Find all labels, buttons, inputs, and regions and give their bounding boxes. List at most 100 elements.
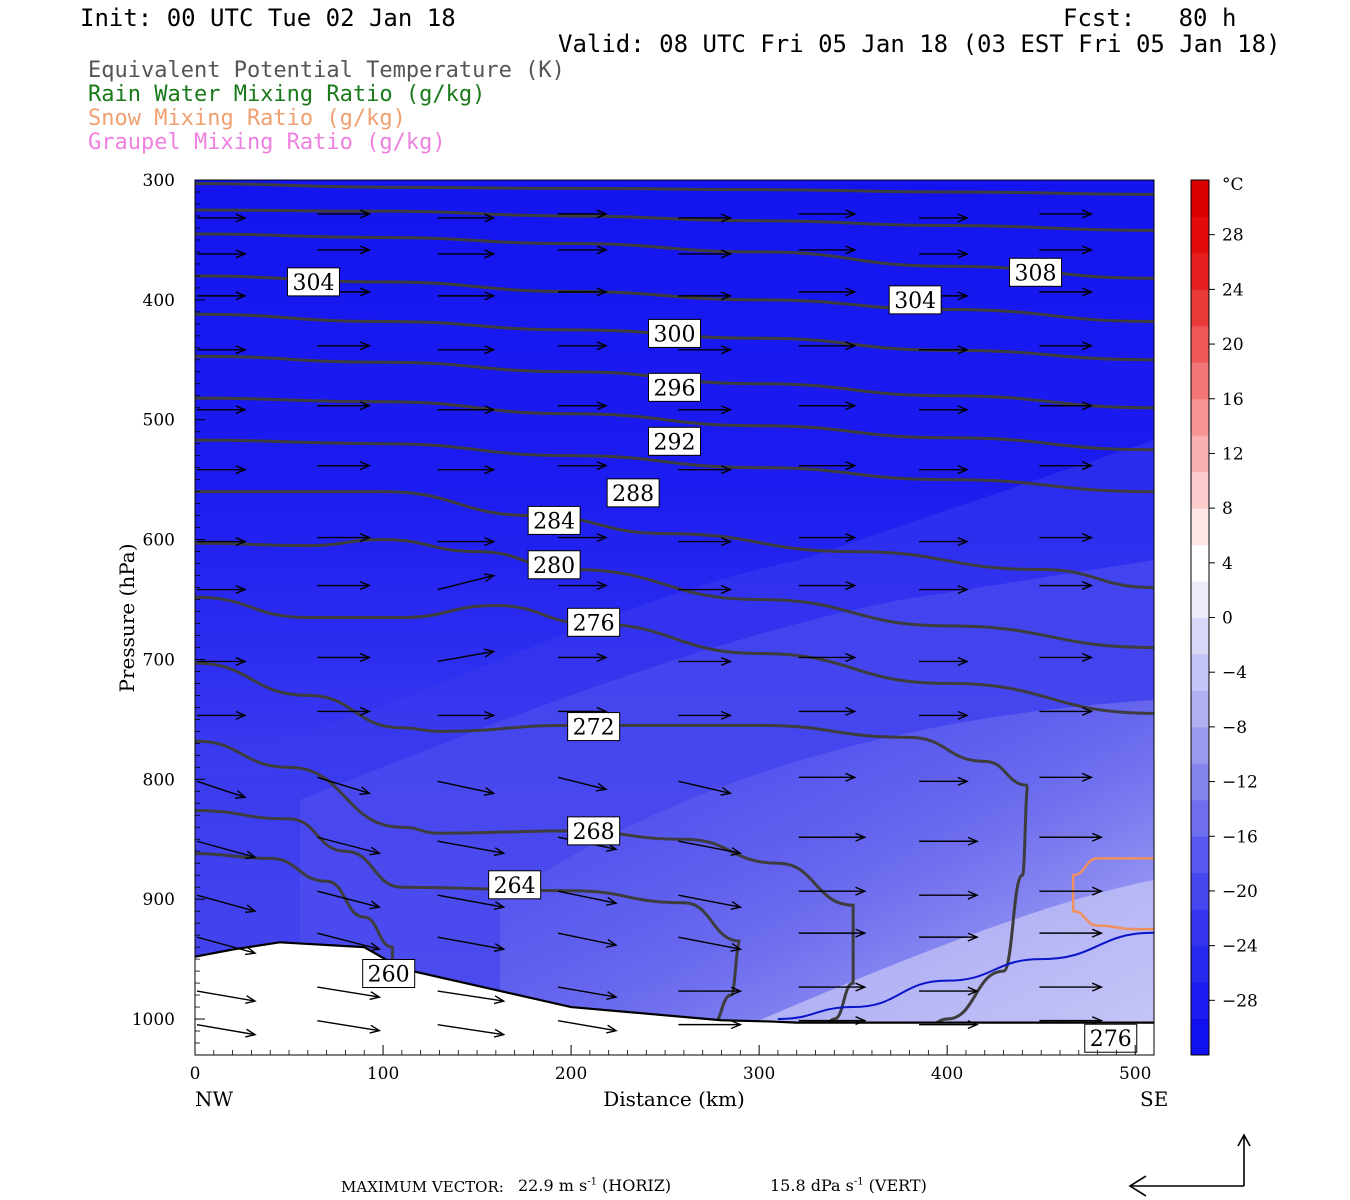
wind-vector-head bbox=[359, 287, 372, 297]
contour-label-box bbox=[567, 816, 621, 846]
wind-vector-head bbox=[359, 786, 372, 796]
x-tick-label: 100 bbox=[367, 1064, 399, 1084]
wind-vector bbox=[798, 772, 857, 782]
wind-vector-head bbox=[359, 533, 372, 543]
wind-vector-head bbox=[359, 401, 372, 411]
wind-vector-head bbox=[235, 710, 247, 720]
wind-vector-shaft bbox=[437, 936, 504, 950]
wind-vector bbox=[919, 656, 969, 666]
colorbar-tick-label: −20 bbox=[1222, 882, 1258, 902]
wind-vector bbox=[1039, 706, 1094, 716]
x-tick-label: 200 bbox=[555, 1064, 587, 1084]
wind-vector bbox=[678, 936, 743, 952]
x-tick-label: 400 bbox=[931, 1064, 963, 1084]
freezing-line bbox=[777, 931, 1154, 1021]
wind-vector-head bbox=[967, 890, 979, 900]
wind-vector-head bbox=[596, 287, 608, 297]
wind-vector-head bbox=[855, 982, 867, 992]
wind-vector-head bbox=[967, 1020, 979, 1030]
wind-vector-head bbox=[957, 291, 969, 301]
contour-label: 280 bbox=[533, 554, 575, 579]
wind-vector bbox=[678, 840, 743, 857]
wind-vector-head bbox=[484, 213, 496, 223]
wind-vector-head bbox=[596, 533, 608, 543]
wind-vector-head bbox=[967, 932, 979, 942]
wind-vector bbox=[437, 291, 496, 301]
wind-vector-head bbox=[720, 291, 733, 301]
wind-vector bbox=[798, 928, 867, 938]
valid-time: Valid: 08 UTC Fri 05 Jan 18 (03 EST Fri … bbox=[558, 30, 1281, 58]
wind-vector-head bbox=[359, 245, 372, 255]
wind-vector bbox=[317, 341, 372, 351]
theta-e-contour bbox=[195, 182, 1154, 196]
colorbar-segment bbox=[1191, 726, 1209, 764]
contour-label-box bbox=[606, 478, 660, 508]
wind-vector bbox=[317, 986, 382, 1001]
colorbar-segment bbox=[1191, 581, 1209, 618]
contour-label: 268 bbox=[573, 820, 615, 845]
x-tick-label: 0 bbox=[190, 1064, 201, 1084]
wind-vector-head bbox=[855, 832, 867, 842]
wind-vector-shaft bbox=[437, 1023, 504, 1036]
wind-vector bbox=[678, 780, 733, 796]
colorbar-tick-label: 16 bbox=[1222, 390, 1244, 410]
wind-vector bbox=[558, 461, 608, 471]
wind-vector bbox=[437, 840, 506, 857]
wind-vector-shaft bbox=[437, 990, 504, 1002]
wind-vector bbox=[197, 213, 247, 223]
colorbar-segment bbox=[1191, 544, 1209, 582]
wind-vector-shaft bbox=[317, 986, 380, 998]
wind-vector-head bbox=[720, 584, 733, 595]
wind-vector bbox=[557, 890, 618, 906]
wind-vector bbox=[798, 832, 867, 842]
wind-vector-shaft bbox=[557, 890, 617, 904]
wind-vector bbox=[919, 986, 979, 996]
wind-vector-head bbox=[720, 249, 733, 259]
wind-vector-head bbox=[845, 401, 857, 411]
wind-vector bbox=[919, 465, 969, 475]
wind-vector bbox=[1039, 580, 1094, 591]
wind-vector bbox=[197, 710, 247, 720]
wind-vector bbox=[437, 894, 506, 911]
wind-vector bbox=[558, 287, 608, 297]
wind-vector bbox=[1039, 245, 1094, 255]
wind-vector bbox=[197, 584, 247, 595]
wind-vector bbox=[437, 780, 496, 796]
wind-vector bbox=[437, 573, 496, 591]
wind-vector bbox=[437, 213, 496, 223]
wind-vector-head bbox=[845, 245, 857, 255]
wind-vector bbox=[196, 1023, 257, 1038]
wind-vector-head bbox=[369, 1024, 382, 1034]
contour-label-box bbox=[362, 958, 416, 988]
wind-vector-head bbox=[730, 901, 743, 910]
wind-vector bbox=[919, 405, 969, 415]
wind-vector-head bbox=[484, 345, 496, 355]
max-vector-horiz: 22.9 m s-1 (HORIZ) bbox=[518, 1176, 672, 1195]
wind-vector-head bbox=[596, 782, 608, 792]
contour-label-box bbox=[648, 318, 701, 348]
colorbar-unit: °C bbox=[1222, 175, 1244, 195]
y-tick-label: 600 bbox=[143, 531, 175, 551]
contour-label: 276 bbox=[1090, 1027, 1132, 1052]
wind-vector bbox=[197, 537, 247, 547]
wind-vector-head bbox=[845, 706, 857, 716]
wind-vector bbox=[798, 461, 857, 471]
y-tick-label: 500 bbox=[143, 411, 175, 431]
y-tick-label: 1000 bbox=[132, 1010, 175, 1030]
wind-vector-head bbox=[235, 249, 247, 259]
wind-vector bbox=[317, 533, 372, 543]
colorbar-segment bbox=[1191, 763, 1209, 801]
x-tick-label: 500 bbox=[1119, 1064, 1151, 1084]
contour-label: 304 bbox=[894, 289, 936, 314]
wind-vector bbox=[798, 1016, 867, 1026]
wind-vector-head bbox=[855, 886, 867, 896]
contour-label: 276 bbox=[573, 611, 615, 636]
wind-vector bbox=[678, 1020, 743, 1030]
colorbar-segment bbox=[1191, 471, 1209, 509]
colorbar-segment bbox=[1191, 180, 1209, 217]
wind-vector bbox=[197, 465, 247, 475]
contour-label: 308 bbox=[1015, 261, 1057, 286]
wind-vector-shaft bbox=[678, 936, 741, 950]
wind-vector bbox=[558, 245, 608, 255]
wind-vector-head bbox=[596, 580, 608, 591]
